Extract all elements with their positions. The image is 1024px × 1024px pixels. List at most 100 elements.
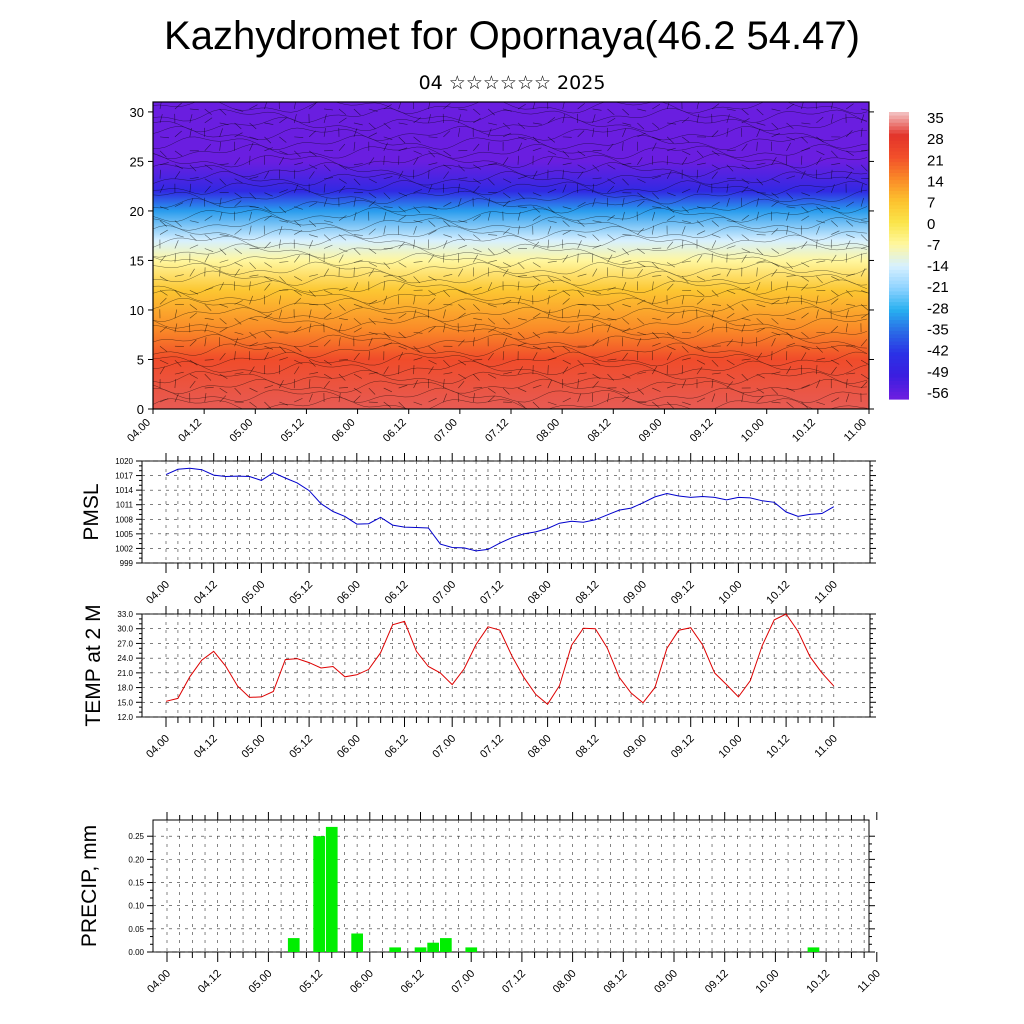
wind-barb (338, 108, 347, 115)
wind-barb (473, 178, 481, 184)
wind-barb (667, 262, 676, 268)
wind-barb (219, 234, 229, 236)
colorbar-segment (889, 162, 909, 167)
wind-barb (622, 327, 631, 333)
colorbar-label: 28 (927, 131, 944, 148)
wind-barb (801, 241, 808, 249)
wind-barb (249, 387, 258, 393)
wind-barb (473, 234, 481, 241)
wind-barb (681, 401, 691, 406)
wind-barb (413, 357, 423, 361)
wind-barb (383, 206, 393, 208)
wind-barb (831, 359, 840, 365)
wind-barb (816, 260, 826, 263)
wind-barb (189, 380, 196, 389)
contour-line (153, 102, 868, 114)
wind-barb (264, 401, 272, 409)
wind-barb (741, 304, 749, 311)
wind-barb (816, 276, 823, 284)
wind-barb (473, 143, 480, 152)
wind-barb (219, 178, 227, 186)
wind-barb (234, 122, 242, 130)
colorbar-label: 21 (927, 152, 944, 169)
wind-barb (517, 122, 525, 130)
wind-barb (846, 273, 855, 277)
wind-barb (308, 359, 316, 367)
wind-barb (831, 298, 839, 305)
wind-barb (279, 189, 288, 193)
wind-barb (159, 220, 167, 227)
wind-barb (279, 345, 286, 353)
wind-barb (845, 379, 848, 389)
wind-barb (323, 244, 333, 249)
wind-barb (159, 169, 161, 179)
colorbar-segment (889, 183, 909, 188)
contour-line (153, 207, 868, 223)
wind-barb (696, 102, 699, 110)
wind-barb (428, 162, 438, 166)
colorbar-segment (889, 316, 909, 321)
wind-barb (562, 220, 570, 227)
wind-barb (189, 268, 195, 277)
precip-bar (313, 836, 325, 952)
wind-barb (845, 130, 853, 138)
wind-barb (801, 401, 809, 409)
wind-barb (845, 323, 848, 333)
colorbar-segment (889, 280, 909, 285)
wind-barb (428, 136, 438, 138)
wind-barb (338, 143, 346, 152)
x-tick-label: 07.00 (430, 733, 458, 761)
wind-barb (592, 183, 595, 193)
wind-barb (652, 342, 661, 347)
wind-barb (637, 351, 639, 361)
x-tick-label: 11.00 (856, 968, 883, 995)
wind-barb (711, 379, 714, 389)
wind-barb (323, 183, 326, 193)
wind-barb (204, 164, 213, 170)
wind-barb (741, 248, 751, 253)
wind-barb (413, 295, 416, 305)
wind-barb (279, 156, 285, 165)
wind-barb (696, 254, 703, 263)
wind-barb (592, 268, 598, 277)
wind-barb (666, 206, 675, 213)
colorbar-segment (889, 251, 909, 257)
precip-bar (351, 933, 363, 952)
wind-barb (338, 359, 349, 361)
x-tick-label: 05.00 (227, 417, 255, 445)
wind-barb (801, 206, 809, 213)
wind-barb (323, 290, 333, 295)
wind-barb (428, 397, 437, 403)
wind-barb (383, 318, 393, 321)
wind-barb (547, 188, 557, 193)
wind-barb (428, 206, 438, 210)
wind-barb (502, 331, 512, 336)
wind-barb (577, 290, 585, 298)
wind-barb (219, 373, 228, 379)
wind-barb (860, 164, 868, 172)
wind-barb (637, 262, 646, 268)
wind-barb (488, 122, 497, 126)
wind-barb (801, 332, 809, 339)
colorbar-segment (889, 208, 909, 214)
wind-barb (219, 122, 229, 125)
y-tick-label: 999 (120, 559, 134, 568)
wind-barb (816, 150, 825, 156)
wind-barb (234, 262, 243, 267)
wind-barb (294, 398, 303, 403)
wind-barb (264, 206, 272, 213)
wind-barb (786, 275, 796, 277)
wind-barb (726, 183, 729, 193)
colorbar-segment (889, 262, 909, 267)
wind-barb (502, 122, 510, 130)
wind-barb (458, 290, 467, 295)
wind-barb (741, 186, 749, 193)
y-tick-label: 30 (130, 105, 144, 120)
wind-barb (308, 220, 317, 227)
colorbar-label: 14 (927, 173, 944, 190)
wind-barb (696, 276, 706, 281)
wind-barb (234, 268, 240, 277)
wind-barb (637, 299, 646, 305)
y-tick-label: 1011 (116, 501, 134, 510)
wind-barb (219, 248, 227, 256)
